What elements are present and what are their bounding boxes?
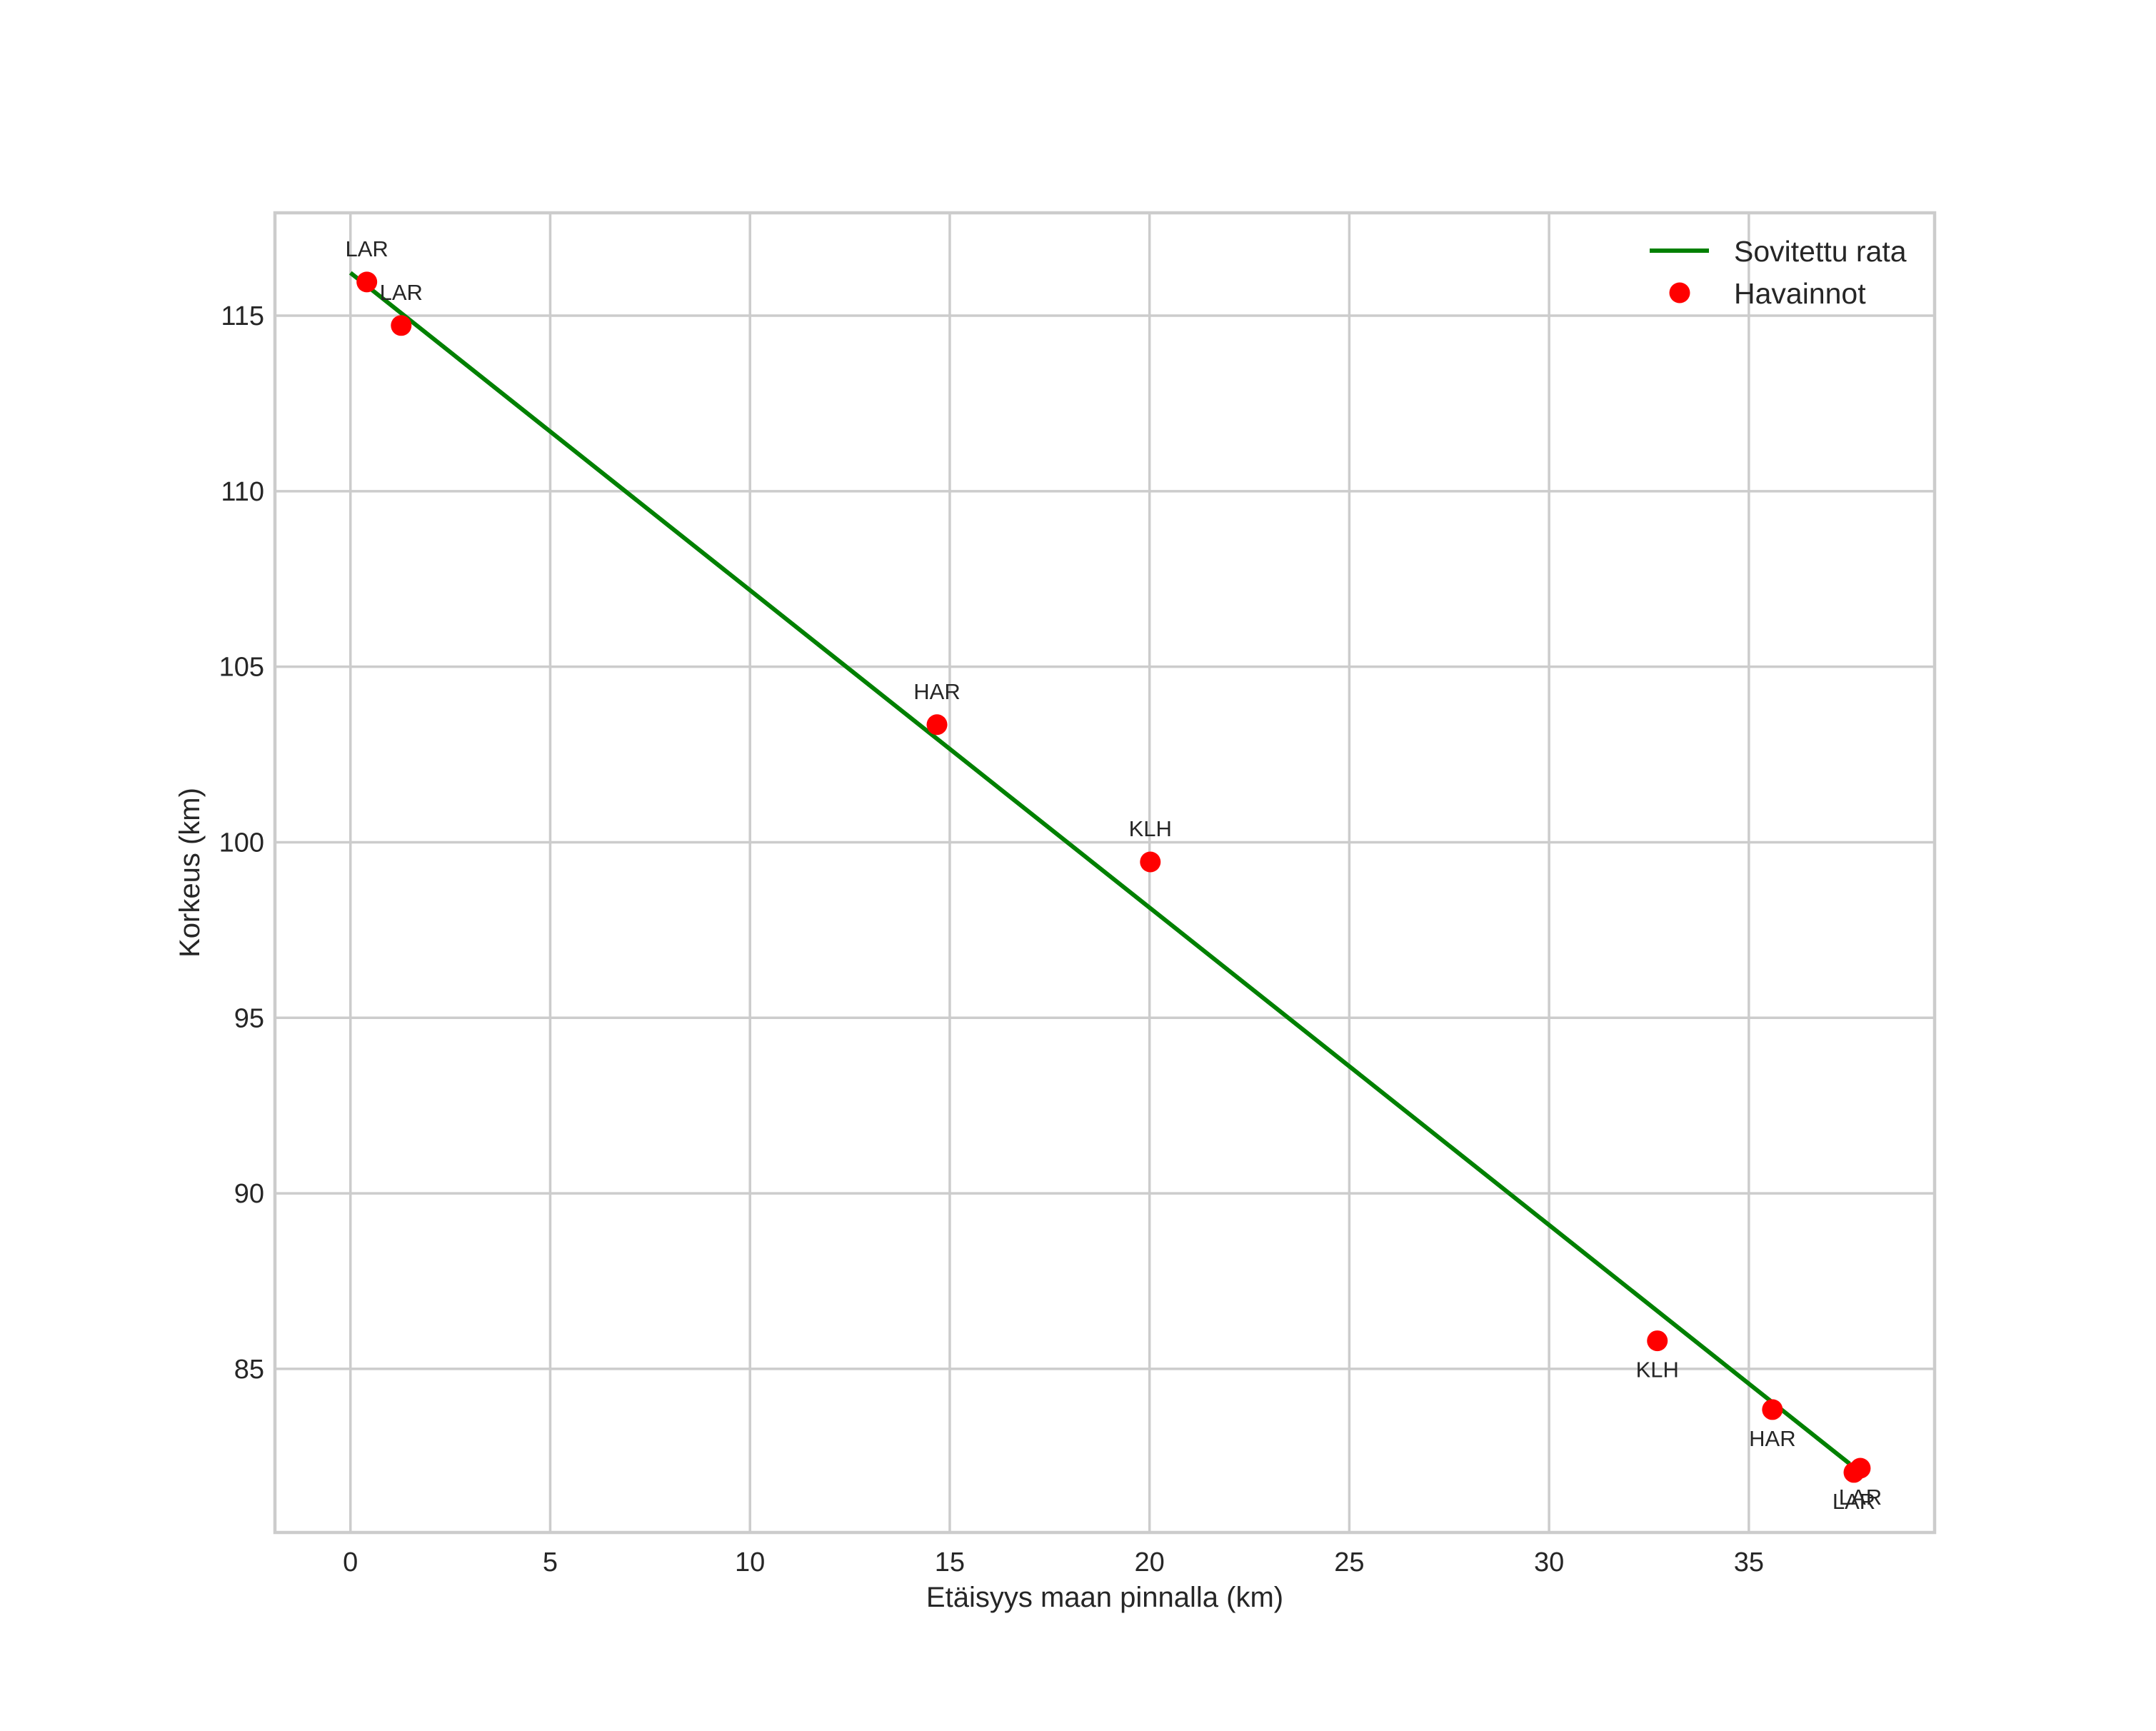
x-tick-label: 15 [935,1547,965,1577]
legend-label-fitted-track: Sovitettu rata [1734,235,1907,268]
legend-label-observations: Havainnot [1734,277,1866,310]
grid-lines [275,213,1935,1532]
legend-marker-swatch [1669,282,1690,303]
x-tick-labels: 0 5 10 15 20 25 30 35 [343,1547,1764,1577]
observation-point [356,271,378,293]
y-tick-label: 105 [219,653,264,683]
y-tick-label: 95 [234,1003,264,1033]
fitted-track-line [349,271,1851,1465]
x-tick-label: 25 [1334,1547,1364,1577]
observation-point [1850,1457,1871,1479]
station-label: LAR [1832,1489,1875,1514]
x-axis-label: Etäisyys maan pinnalla (km) [926,1582,1283,1613]
observation-point [391,315,412,336]
station-label: HAR [1749,1426,1795,1451]
observation-point [1647,1330,1668,1352]
station-label: KLH [1636,1358,1679,1383]
station-label: LAR [1839,1485,1882,1510]
y-tick-label: 110 [221,477,264,507]
y-tick-label: 115 [221,301,264,331]
y-axis-label: Korkeus (km) [174,788,206,958]
observation-point [1762,1399,1783,1420]
plot-area [349,271,1871,1483]
x-tick-label: 0 [343,1547,358,1577]
y-tick-label: 100 [219,828,264,858]
station-label: LAR [346,236,388,261]
x-tick-label: 20 [1135,1547,1165,1577]
x-tick-label: 35 [1734,1547,1764,1577]
station-label: HAR [913,679,960,704]
axes-frame [273,211,1937,1535]
y-tick-label: 85 [234,1355,264,1385]
x-tick-label: 30 [1534,1547,1564,1577]
station-label: KLH [1129,816,1172,841]
station-label: LAR [380,280,423,305]
x-tick-label: 10 [735,1547,765,1577]
observation-point [926,714,948,736]
y-tick-label: 90 [234,1179,264,1209]
y-tick-labels: 85 90 95 100 105 110 115 [219,301,264,1385]
x-tick-label: 5 [543,1547,558,1577]
observation-point [1140,851,1161,873]
legend: Sovitettu rata Havainnot [1650,235,1907,310]
